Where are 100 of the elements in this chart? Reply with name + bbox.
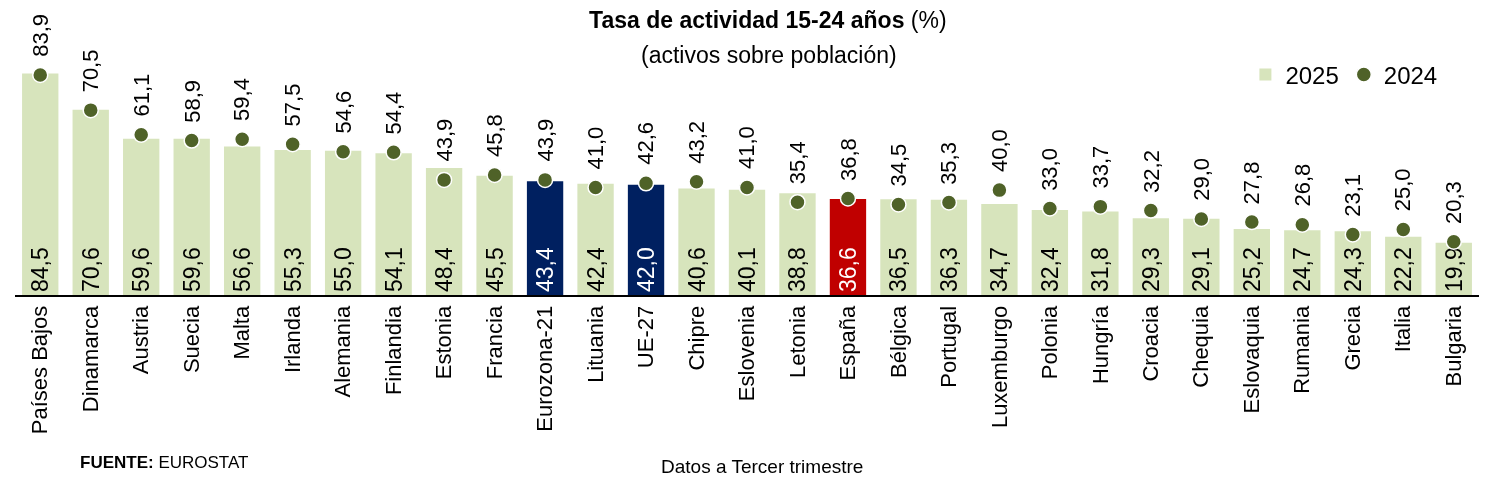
- bar: [779, 193, 816, 295]
- point: [890, 196, 907, 213]
- x-tick-label: Irlanda: [279, 305, 305, 374]
- x-tick-label: Polonia: [1037, 305, 1063, 380]
- data-label: 58,9: [179, 79, 205, 123]
- data-label: 57,5: [279, 83, 305, 127]
- x-tick-label: Bulgaria: [1440, 305, 1466, 387]
- point: [738, 179, 756, 196]
- bar: [72, 109, 109, 295]
- text: Datos a Tercer trimestre: [661, 456, 864, 477]
- data-label: 40,6: [683, 247, 710, 292]
- data-label: 34,7: [986, 247, 1013, 292]
- x-tick-label: España: [835, 305, 861, 381]
- x-tick-label: Hungría: [1087, 305, 1113, 385]
- x-tick-label: Chipre: [683, 305, 709, 371]
- point: [587, 179, 604, 196]
- point: [132, 126, 150, 144]
- data-label: 36,3: [935, 247, 962, 292]
- data-label: 59,4: [229, 78, 255, 121]
- x-tick-label: Finlandia: [380, 305, 406, 396]
- data-label: 43,9: [532, 118, 558, 162]
- data-label: 70,6: [77, 247, 104, 292]
- data-label: 40,1: [734, 247, 760, 292]
- data-label: 45,8: [482, 114, 508, 157]
- point: [1142, 202, 1160, 219]
- data-label: 43,2: [684, 120, 710, 164]
- bar: [526, 181, 564, 295]
- data-label: 42,6: [633, 122, 659, 165]
- data-label: 41,0: [734, 126, 760, 169]
- x-tick-label: Letonia: [784, 305, 810, 378]
- data-label: 22,2: [1390, 247, 1417, 292]
- chart-title: Tasa de actividad 15-24 años (%): [589, 7, 947, 34]
- bar: [425, 168, 463, 295]
- point: [385, 144, 402, 161]
- x-tick-label: Luxemburgo: [986, 305, 1012, 429]
- data-label: 33,7: [1088, 145, 1114, 189]
- data-label: 70,5: [78, 49, 104, 93]
- point: [1243, 213, 1261, 231]
- x-tick-label: Portugal: [936, 305, 962, 388]
- data-label: 24,3: [1339, 247, 1366, 292]
- point: [1344, 226, 1362, 243]
- x-tick-label: Dinamarca: [77, 305, 103, 413]
- x-tick-label: Bélgica: [885, 305, 911, 378]
- point: [486, 166, 503, 184]
- bar: [981, 204, 1018, 295]
- x-tick-label: Chequia: [1188, 305, 1214, 388]
- data-label: 38,8: [784, 247, 811, 292]
- data-label: 20,3: [1441, 181, 1467, 225]
- x-tick-label: Francia: [481, 305, 507, 380]
- data-label: 29,0: [1188, 157, 1214, 201]
- x-tick-label: Alemania: [330, 305, 356, 398]
- point: [183, 132, 200, 149]
- x-tick-label: Eslovaquia: [1238, 305, 1264, 414]
- data-label: 54,6: [330, 90, 356, 134]
- x-tick-label: Países Bajos: [27, 305, 53, 435]
- data-label: 84,5: [27, 247, 54, 292]
- data-label: 29,3: [1137, 247, 1164, 292]
- data-label: 25,2: [1238, 247, 1265, 292]
- point: [536, 171, 554, 189]
- data-label: 59,6: [128, 247, 155, 292]
- data-label: 36,6: [834, 247, 861, 292]
- point: [32, 66, 49, 84]
- data-label: 54,1: [380, 247, 407, 292]
- data-label: 42,0: [633, 247, 660, 292]
- point: [789, 193, 806, 211]
- data-label: 27,8: [1239, 161, 1265, 205]
- data-label: 40,0: [986, 129, 1012, 173]
- bar: [123, 138, 160, 295]
- point: [284, 135, 301, 153]
- source-note: FUENTE: EUROSTAT: [80, 453, 249, 472]
- data-label: 43,9: [431, 118, 457, 162]
- point: [1294, 216, 1311, 233]
- point: [435, 171, 453, 189]
- data-label: 55,3: [279, 247, 306, 292]
- data-label: 35,3: [935, 142, 961, 185]
- point: [940, 194, 958, 211]
- bar: [22, 73, 59, 295]
- point: [82, 101, 99, 119]
- data-label: 54,4: [380, 91, 406, 135]
- chart-subtitle: (activos sobre población): [641, 42, 897, 68]
- point: [1041, 200, 1059, 217]
- point: [688, 173, 705, 190]
- data-label: 33,0: [1036, 148, 1062, 191]
- x-tick-label: Rumania: [1289, 305, 1315, 394]
- bar: [173, 138, 210, 295]
- bar: [678, 188, 715, 295]
- x-tick-label: Croacia: [1138, 305, 1164, 382]
- x-tick-label: Suecia: [178, 305, 204, 374]
- point: [334, 143, 352, 161]
- data-label: 55,0: [330, 247, 357, 292]
- point: [637, 175, 655, 192]
- x-tick-label: UE-27: [633, 305, 659, 369]
- x-tick-label: Italia: [1390, 305, 1416, 353]
- point: [1193, 210, 1210, 228]
- data-label: 35,4: [784, 141, 810, 185]
- x-tick-label: Austria: [128, 305, 154, 375]
- bar: [577, 183, 614, 295]
- bar: [375, 153, 412, 295]
- data-label: 26,8: [1290, 163, 1316, 207]
- bar: [274, 149, 311, 295]
